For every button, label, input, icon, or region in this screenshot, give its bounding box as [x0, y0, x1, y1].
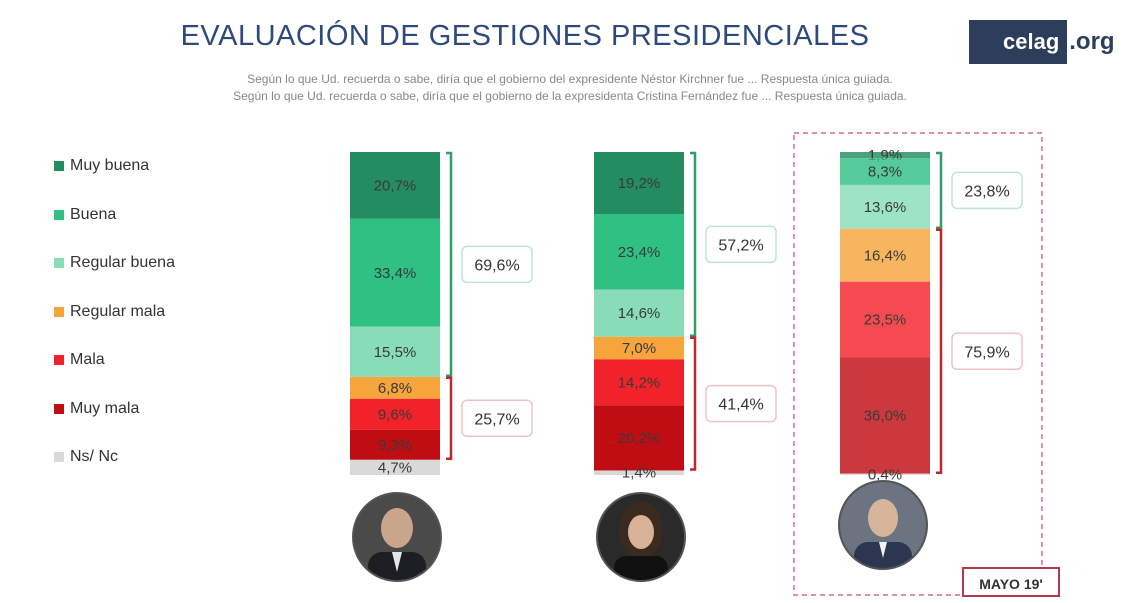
total-box [951, 171, 1023, 210]
bar-segment [840, 357, 930, 474]
legend-label: Regular mala [70, 302, 166, 320]
legend-swatch [54, 306, 64, 317]
total-box [705, 225, 777, 264]
legend-item: Regular mala [54, 288, 175, 337]
legend-swatch [54, 355, 64, 366]
bar-segment [350, 152, 440, 219]
person-portrait-icon [354, 494, 440, 580]
bar-label: 7,0% [622, 340, 656, 357]
total-label: 57,2% [718, 237, 763, 254]
bar-label: 14,2% [618, 374, 661, 391]
total-label: 23,8% [964, 183, 1009, 200]
page-title-text: EVALUACIÓN DE GESTIONES PRESIDENCIALES [180, 20, 870, 52]
bar-label: 15,5% [374, 344, 417, 361]
bar-label: 23,4% [618, 244, 661, 261]
total-box [461, 245, 533, 284]
bar-segment [594, 336, 684, 360]
bar-segment [840, 281, 930, 358]
bar-label: 20,7% [374, 177, 417, 194]
bar-segment [594, 214, 684, 290]
bar-segment [840, 184, 930, 229]
bar-label: 8,3% [868, 164, 902, 181]
bar-segment [594, 405, 684, 471]
bar-label: 20,2% [618, 430, 661, 447]
chart-legend: Muy buena Buena Regular buena Regular mala M… [54, 142, 175, 482]
bracket [690, 336, 697, 471]
bar-segment [350, 376, 440, 399]
legend-swatch [54, 258, 64, 269]
highlight-frame [793, 132, 1043, 596]
person-portrait-icon [598, 494, 684, 580]
bar-segment [840, 158, 930, 185]
legend-item: Muy buena [54, 142, 175, 191]
person-portrait-icon [840, 482, 926, 568]
bar-label: 4,7% [378, 459, 412, 476]
legend-label: Buena [70, 205, 117, 223]
bracket [446, 376, 453, 461]
bar-segment [840, 152, 930, 159]
bar-label: 23,5% [864, 312, 907, 329]
bar-label: 6,8% [378, 380, 412, 397]
bar-label: 16,4% [864, 247, 907, 264]
total-box [951, 332, 1023, 371]
photo-mauricio-macri [838, 480, 928, 570]
page-title: EVALUACIÓN DE GESTIONES PRESIDENCIALES [0, 20, 1140, 53]
bracket [936, 228, 943, 474]
bar-segment [594, 470, 684, 475]
bar-label: 36,0% [864, 408, 907, 425]
total-label: 75,9% [964, 344, 1009, 361]
bar-segment [594, 289, 684, 337]
subtitle-kirchner: Según lo que Ud. recuerda o sabe, diría … [247, 72, 893, 86]
legend-item: Muy mala [54, 385, 175, 434]
bar-segment [350, 429, 440, 460]
legend-item: Mala [54, 336, 175, 385]
bar-label: 14,6% [618, 305, 661, 322]
logo-suffix: .org [1069, 28, 1115, 55]
legend-item: Ns/ Nc [54, 433, 175, 482]
legend-item: Regular buena [54, 239, 175, 288]
bar-label: 0,4% [868, 466, 902, 483]
photo-cristina-fernandez [596, 492, 686, 582]
bar-label: 13,6% [864, 199, 907, 216]
bar-segment [840, 473, 930, 475]
legend-label: Regular buena [70, 254, 175, 272]
logo-main: celag [969, 20, 1068, 64]
bar-label: 19,2% [618, 175, 661, 192]
date-badge: MAYO 19' [962, 567, 1060, 597]
legend-item: Buena [54, 191, 175, 240]
legend-swatch [54, 161, 64, 172]
legend-swatch [54, 209, 64, 220]
bar-label: 9,3% [378, 437, 412, 454]
legend-label: Ns/ Nc [70, 448, 118, 466]
bar-segment [594, 152, 684, 215]
total-label: 25,7% [474, 411, 519, 428]
legend-swatch [54, 403, 64, 414]
bar-segment [350, 459, 440, 475]
total-box [705, 384, 777, 423]
celag-logo: celag .org [969, 20, 1115, 64]
legend-label: Muy buena [70, 157, 150, 175]
subtitle-fernandez: Según lo que Ud. recuerda o sabe, diría … [233, 89, 907, 103]
total-label: 69,6% [474, 257, 519, 274]
legend-label: Mala [70, 351, 105, 369]
bar-segment [350, 218, 440, 327]
bar-segment [840, 228, 930, 282]
bar-label: 9,6% [378, 406, 412, 423]
photo-nestor-kirchner [352, 492, 442, 582]
total-box [461, 399, 533, 438]
legend-swatch [54, 452, 64, 463]
bracket [446, 151, 453, 378]
bar-label: 1,4% [622, 465, 656, 482]
bar-label: 33,4% [374, 265, 417, 282]
bracket [690, 151, 697, 338]
bracket [936, 151, 943, 230]
legend-label: Muy mala [70, 399, 140, 417]
bar-segment [594, 359, 684, 406]
bar-segment [350, 398, 440, 430]
bar-segment [350, 326, 440, 377]
total-label: 41,4% [718, 397, 763, 414]
